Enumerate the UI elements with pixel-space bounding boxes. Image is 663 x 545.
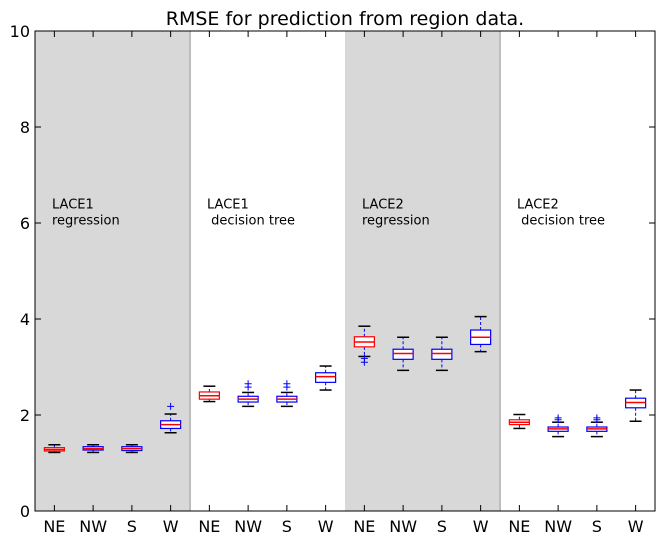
group-label: LACE2 decision tree: [517, 198, 605, 229]
x-tick-label: NE: [198, 517, 220, 536]
outlier-point: [360, 354, 368, 362]
box-s: [586, 414, 608, 438]
x-axis: NE NW S W NE NW S W NE NW S W NE NW S W: [43, 31, 644, 536]
box-nw: [237, 380, 259, 408]
x-tick-label: NW: [389, 517, 417, 536]
y-tick-label: 4: [20, 310, 30, 329]
y-tick-label: 0: [20, 502, 30, 521]
box-w: [470, 315, 492, 353]
box-ne: [198, 385, 220, 403]
box-w: [625, 389, 647, 422]
box-s: [276, 380, 298, 408]
x-tick-label: W: [163, 517, 179, 536]
box-w: [315, 365, 337, 391]
group-bands: [35, 31, 501, 511]
x-tick-label: NW: [544, 517, 572, 536]
chart-title: RMSE for prediction from region data.: [166, 8, 524, 30]
shaded-band: [35, 31, 190, 511]
iqr-box: [315, 372, 337, 383]
group-labels: LACE1 regression LACE1 decision tree LACE2 r…: [52, 198, 605, 229]
box-nw: [82, 444, 104, 454]
y-axis: 0 2 4 6 8 10: [10, 22, 655, 521]
x-tick-label: NW: [79, 517, 107, 536]
outlier-point: [283, 380, 291, 388]
outlier-point: [593, 414, 601, 422]
box-s: [121, 444, 143, 454]
x-tick-label: W: [473, 517, 489, 536]
y-tick-label: 8: [20, 118, 30, 137]
x-tick-label: W: [318, 517, 334, 536]
x-tick-label: NW: [234, 517, 262, 536]
x-tick-label: NE: [43, 517, 65, 536]
box-ne: [508, 413, 530, 430]
x-tick-label: S: [437, 517, 447, 536]
shaded-band: [345, 31, 500, 511]
y-tick-label: 2: [20, 406, 30, 425]
x-tick-label: S: [282, 517, 292, 536]
box-ne: [353, 325, 375, 366]
outlier-point: [167, 402, 175, 410]
group-label: LACE2 regression: [362, 198, 430, 229]
box-s: [431, 336, 453, 372]
group-label: LACE1 decision tree: [207, 198, 295, 229]
x-tick-label: S: [127, 517, 137, 536]
outlier-point: [244, 380, 252, 388]
box-ne: [43, 444, 65, 454]
outlier-point: [554, 414, 562, 422]
x-tick-label: S: [592, 517, 602, 536]
x-tick-label: W: [628, 517, 644, 536]
box-marks: [43, 315, 647, 454]
x-tick-label: NE: [353, 517, 375, 536]
box-nw: [547, 414, 569, 438]
plot-frame: [34, 30, 656, 512]
box-w: [160, 402, 182, 434]
y-tick-label: 10: [10, 22, 30, 41]
x-tick-label: NE: [508, 517, 530, 536]
y-tick-label: 6: [20, 214, 30, 233]
box-nw: [392, 336, 414, 372]
group-label: LACE1 regression: [52, 198, 120, 229]
